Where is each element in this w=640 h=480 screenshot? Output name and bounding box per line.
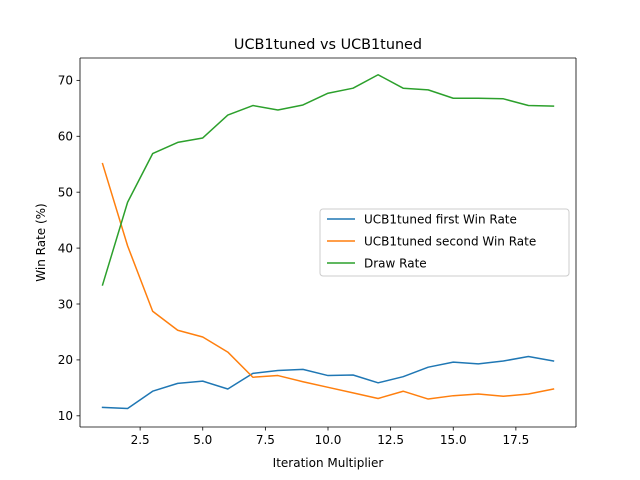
legend-label-draw: Draw Rate — [364, 257, 427, 271]
y-tick-label: 40 — [58, 241, 73, 255]
series-line-1 — [101, 162, 555, 400]
x-tick-label: 5.0 — [193, 433, 212, 447]
y-tick-label: 20 — [58, 353, 73, 367]
plot-frame — [79, 57, 577, 428]
x-tick-label: 10.0 — [315, 433, 342, 447]
y-tick-label: 50 — [58, 185, 73, 199]
y-axis-label: Win Rate (%) — [34, 203, 48, 281]
y-tick-label: 60 — [58, 130, 73, 144]
x-axis-label: Iteration Multiplier — [273, 456, 384, 470]
legend-label-first: UCB1tuned first Win Rate — [364, 213, 517, 227]
x-tick-label: 17.5 — [503, 433, 530, 447]
legend: UCB1tuned first Win Rate UCB1tuned secon… — [319, 208, 570, 277]
y-tick-label: 30 — [58, 297, 73, 311]
ticks-layer: 2.5 5.0 7.5 10.0 12.5 15.0 17.5 10 20 30 40 50 60 70 — [58, 74, 530, 447]
y-tick-label: 10 — [58, 409, 73, 423]
y-tick-label: 70 — [58, 74, 73, 88]
x-tick-label: 15.0 — [440, 433, 467, 447]
chart-title: UCB1tuned vs UCB1tuned — [234, 37, 422, 53]
series-line-2 — [101, 74, 555, 286]
legend-box — [319, 208, 570, 277]
x-tick-label: 2.5 — [131, 433, 150, 447]
x-tick-label: 12.5 — [377, 433, 404, 447]
series-layer — [101, 74, 555, 410]
x-tick-label: 7.5 — [256, 433, 275, 447]
legend-label-second: UCB1tuned second Win Rate — [364, 235, 536, 249]
series-line-0 — [101, 355, 555, 410]
